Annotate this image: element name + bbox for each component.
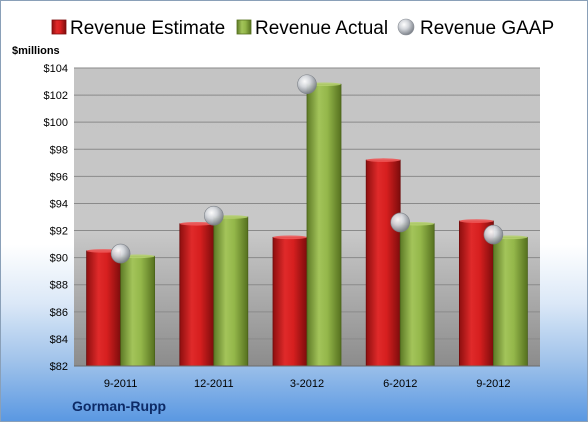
y-unit-label: $millions [12,45,60,57]
y-tick-label: $86 [50,307,68,319]
y-tick-label: $96 [50,171,68,183]
y-tick-label: $100 [44,117,68,129]
actual-bar [120,254,155,367]
legend-label-estimate: Revenue Estimate [70,18,225,39]
gaap-markers [110,74,504,264]
x-tick-label: 9-2012 [476,378,510,390]
estimate-bar [272,235,308,367]
gaap-marker [297,74,317,95]
legend-item-estimate: Revenue Estimate [51,18,225,39]
actual-bar [306,82,342,367]
actual-bar [492,235,528,367]
actual-bar [399,221,435,367]
legend: Revenue Estimate Revenue Actual Revenue … [51,18,554,39]
legend-label-actual: Revenue Actual [255,18,388,39]
x-tick-label: 3-2012 [290,378,324,390]
y-tick-label: $88 [50,280,68,292]
legend-label-gaap: Revenue GAAP [420,18,554,39]
legend-swatch-actual [236,19,252,35]
y-tick-label: $102 [44,90,68,102]
gaap-marker [483,224,504,245]
y-tick-label: $84 [50,334,68,346]
x-axis-ticks: 9-2011 12-2011 3-2012 6-2012 9-2012 [104,378,511,390]
estimate-bar [179,221,215,367]
legend-marker-gaap [397,18,415,36]
estimate-bar [86,249,121,367]
gaap-marker [204,205,224,226]
y-tick-label: $90 [50,253,68,265]
y-tick-label: $92 [50,226,68,238]
estimate-bar [458,219,494,367]
y-axis-ticks: $82 $84 $86 $88 $90 $92 $94 $96 $98 $100 $102 $104 [44,63,68,373]
x-tick-label: 9-2011 [104,378,137,390]
x-tick-label: 12-2011 [194,378,234,390]
legend-swatch-estimate [51,19,67,35]
legend-item-gaap: Revenue GAAP [397,18,554,39]
gaap-marker [390,212,411,233]
bars [86,82,528,367]
company-name: Gorman-Rupp [72,398,167,414]
y-tick-label: $104 [44,63,68,75]
y-tick-label: $94 [50,198,68,210]
gaap-marker [110,243,131,264]
actual-bar [213,215,249,367]
y-tick-label: $98 [50,144,68,156]
x-tick-label: 6-2012 [383,378,417,390]
y-tick-label: $82 [50,361,68,373]
legend-item-actual: Revenue Actual [236,18,388,39]
estimate-bar [365,158,401,367]
